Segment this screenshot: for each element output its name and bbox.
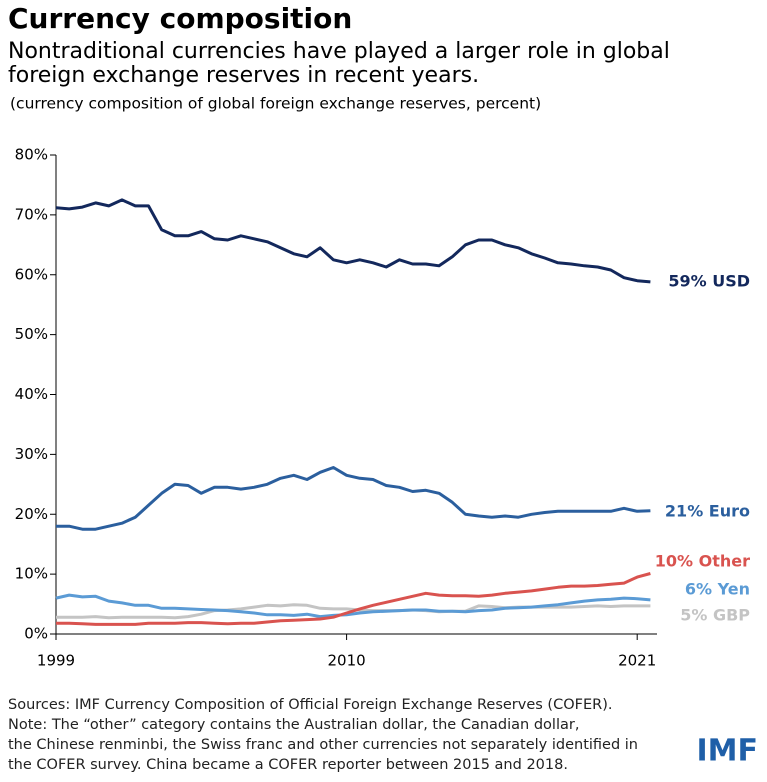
y-tick-label: 70% (15, 205, 48, 223)
y-tick-label: 50% (15, 325, 48, 343)
series-label: 5% GBP (680, 606, 750, 625)
series-line (55, 593, 651, 619)
chart-subtitle: Nontraditional currencies have played a … (8, 39, 670, 88)
y-tick-label: 40% (15, 385, 48, 403)
series-line (56, 466, 651, 531)
logo: IMF (696, 734, 758, 769)
x-tick-label: 2021 (618, 652, 656, 670)
x-tick-label: 2010 (327, 652, 365, 670)
series-label: 10% Other (655, 552, 750, 571)
series-line (55, 198, 651, 284)
y-tick-label: 80% (15, 146, 48, 164)
series-line (56, 572, 651, 626)
y-tick-label: 20% (15, 505, 48, 523)
chart-note: (currency composition of global foreign … (10, 95, 541, 113)
y-tick-label: 10% (15, 565, 48, 583)
y-tick-label: 0% (24, 625, 48, 643)
y-tick-label: 30% (15, 445, 48, 463)
series-label: 59% USD (668, 272, 750, 291)
y-tick-label: 60% (15, 265, 48, 283)
x-tick-label: 1999 (37, 652, 75, 670)
chart-title: Currency composition (8, 2, 352, 35)
series-label: 21% Euro (665, 502, 750, 521)
sources: Sources: IMF Currency Composition of Off… (8, 697, 612, 713)
series-label: 6% Yen (685, 580, 750, 599)
footnote: Note: The “other” category contains the … (8, 717, 638, 773)
